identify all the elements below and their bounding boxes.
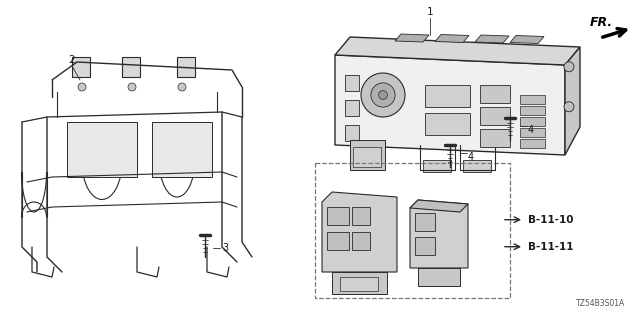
Bar [340, 277, 378, 291]
Text: 3: 3 [222, 243, 228, 253]
Circle shape [371, 83, 395, 107]
Bar [345, 100, 359, 116]
Text: 2: 2 [68, 55, 76, 65]
Bar [72, 57, 90, 77]
Bar [345, 125, 359, 141]
Polygon shape [335, 55, 565, 155]
Bar [480, 85, 510, 103]
Text: 4: 4 [528, 125, 534, 135]
Text: 1: 1 [427, 7, 433, 17]
Circle shape [178, 83, 186, 91]
Circle shape [78, 83, 86, 91]
Bar [152, 122, 212, 177]
Bar [520, 139, 545, 148]
Circle shape [564, 62, 574, 72]
Bar [352, 232, 370, 250]
Text: FR.: FR. [590, 15, 613, 28]
Bar [315, 163, 510, 298]
Polygon shape [322, 192, 397, 272]
Bar [177, 57, 195, 77]
Circle shape [178, 158, 186, 166]
Bar [415, 237, 435, 255]
Bar [327, 232, 349, 250]
Bar [353, 147, 381, 167]
Polygon shape [335, 37, 580, 65]
Bar [122, 57, 140, 77]
Polygon shape [475, 35, 509, 43]
Bar [345, 75, 359, 91]
Bar [423, 160, 451, 172]
Bar [480, 129, 510, 147]
Bar [327, 207, 349, 225]
Circle shape [128, 83, 136, 91]
Polygon shape [435, 35, 469, 43]
Circle shape [379, 91, 387, 100]
Bar [352, 207, 370, 225]
Bar [332, 272, 387, 294]
Bar [480, 107, 510, 125]
Bar [520, 117, 545, 126]
Text: TZ54B3S01A: TZ54B3S01A [576, 299, 625, 308]
Polygon shape [395, 34, 429, 42]
Bar [520, 128, 545, 137]
Polygon shape [410, 200, 468, 212]
Bar [425, 113, 470, 135]
Circle shape [78, 158, 86, 166]
Bar [425, 85, 470, 107]
Circle shape [361, 73, 405, 117]
Bar [350, 140, 385, 170]
Text: 4: 4 [468, 152, 474, 162]
Polygon shape [410, 200, 468, 268]
Circle shape [564, 102, 574, 112]
Bar [67, 122, 137, 177]
Bar [418, 268, 460, 286]
Text: B-11-10: B-11-10 [528, 215, 573, 225]
Bar [520, 95, 545, 104]
Bar [463, 160, 491, 172]
Polygon shape [510, 36, 544, 44]
Polygon shape [565, 47, 580, 155]
Bar [520, 106, 545, 115]
Text: B-11-11: B-11-11 [528, 242, 573, 252]
Bar [415, 213, 435, 231]
